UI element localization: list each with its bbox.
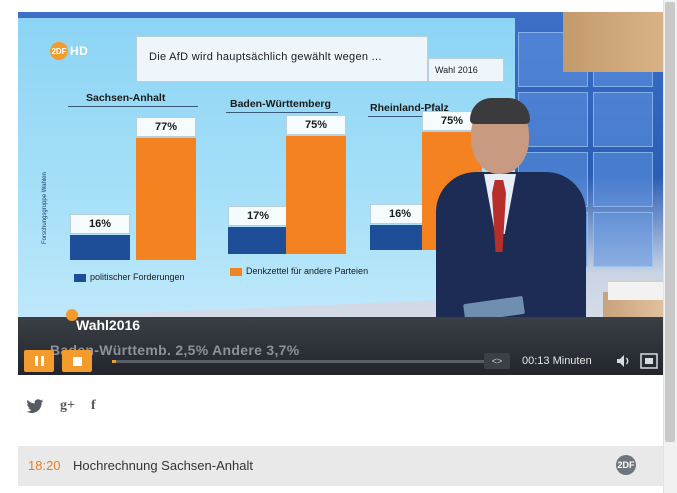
stop-button[interactable] (62, 350, 92, 372)
data-label: 75% (286, 114, 346, 135)
playlist-item-time: 18:20 (28, 458, 61, 473)
bar-politischer-forderungen (370, 224, 430, 250)
ticker-brand-text: Wahl2016 (76, 317, 141, 333)
presenter-hair (470, 98, 530, 124)
headline-box: Die AfD wird hauptsächlich gewählt wegen… (136, 36, 428, 82)
studio-panel (593, 92, 653, 147)
studio-desk (608, 280, 663, 300)
twitter-icon[interactable] (26, 398, 44, 414)
studio-panel (518, 92, 588, 147)
playlist-item[interactable]: 18:20 Hochrechnung Sachsen-Anhalt 2DF (18, 446, 663, 486)
zdf-logo: 2DF (616, 455, 636, 475)
election-badge-label: Wahl (435, 65, 456, 75)
progress-fill (112, 360, 117, 363)
election-badge: Wahl 2016 (428, 58, 504, 82)
ticker-bar (18, 317, 663, 375)
progress-bar[interactable] (112, 360, 484, 363)
ticker-logo-circle (66, 309, 78, 321)
election-badge-year: 2016 (457, 65, 478, 75)
share-bar: g+ f (26, 398, 96, 414)
scrollbar-thumb[interactable] (665, 2, 675, 442)
data-label: 17% (228, 206, 288, 227)
data-label: 16% (70, 213, 130, 234)
bar-denkzettel (286, 135, 346, 254)
pause-icon-bar (40, 356, 44, 366)
hd-label: HD (70, 44, 89, 58)
zdf-hd-logo: 2DF HD (50, 42, 88, 60)
region-divider (68, 106, 198, 107)
zdf-logo-circle: 2DF (616, 455, 636, 475)
studio-panel (593, 212, 653, 267)
zdf-logo-circle: 2DF (50, 42, 68, 60)
region-divider (226, 112, 338, 113)
ticker-text: Baden-Württemb. 2,5% Andere 3,7% (50, 342, 300, 358)
region-title: Baden-Württemberg (230, 98, 331, 110)
pause-icon (34, 356, 38, 366)
studio-panel (593, 152, 653, 207)
expand-button[interactable]: <> (484, 353, 510, 369)
data-label: 75% (422, 110, 482, 131)
player-controls: <> 00:13 Minuten (18, 347, 663, 375)
studio-wood-panel (563, 12, 663, 72)
bar-denkzettel (136, 138, 196, 260)
data-label: 77% (136, 117, 196, 138)
fullscreen-icon[interactable] (640, 353, 658, 369)
source-label: Forschungsgruppe Wahlen (42, 172, 48, 244)
legend-swatch-orange (230, 268, 242, 276)
legend-swatch-blue (74, 274, 86, 282)
data-label: 16% (370, 203, 430, 224)
legend-label-orange: Denkzettel für andere Parteien (246, 266, 369, 276)
legend-label-blue: politischer Forderungen (90, 272, 185, 282)
graphic-headline: Die AfD wird hauptsächlich gewählt wegen… (149, 51, 382, 63)
bar-politischer-forderungen (228, 227, 288, 254)
video-player[interactable]: 2DF HD Die AfD wird hauptsächlich gewähl… (18, 12, 663, 375)
bar-politischer-forderungen (70, 234, 130, 260)
region-title: Sachsen-Anhalt (86, 92, 166, 104)
presenter-tie (492, 180, 506, 252)
stop-icon (72, 356, 82, 366)
googleplus-icon[interactable]: g+ (60, 398, 75, 413)
volume-icon[interactable] (616, 354, 632, 368)
facebook-icon[interactable]: f (90, 398, 96, 413)
election-graphic: 2DF HD Die AfD wird hauptsächlich gewähl… (18, 18, 515, 318)
time-label: 00:13 Minuten (522, 355, 592, 367)
ticker-brand: Wahl2016 (66, 309, 140, 333)
pause-button[interactable] (24, 350, 54, 372)
playlist-item-title: Hochrechnung Sachsen-Anhalt (73, 458, 253, 473)
